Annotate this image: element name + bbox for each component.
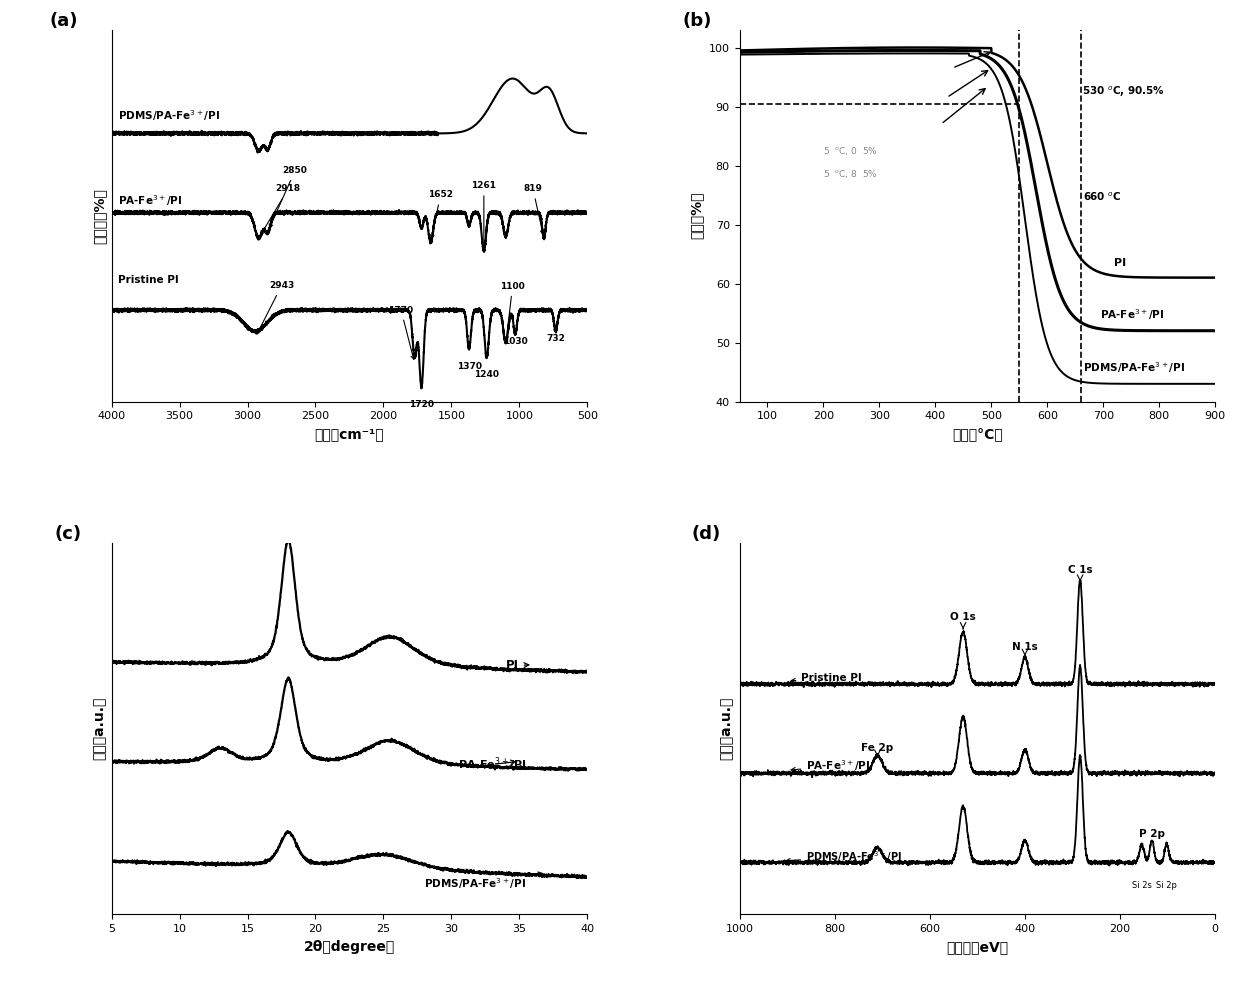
Y-axis label: 质量（%）: 质量（%）	[689, 192, 703, 240]
Y-axis label: 强度（a.u.）: 强度（a.u.）	[92, 697, 107, 760]
Text: 2918: 2918	[260, 184, 301, 235]
Text: Fe 2p: Fe 2p	[862, 743, 894, 752]
Text: 660 $^o$C: 660 $^o$C	[1083, 191, 1121, 203]
Text: C 1s: C 1s	[1068, 565, 1092, 575]
Text: N 1s: N 1s	[1012, 642, 1038, 652]
Text: 819: 819	[523, 184, 544, 235]
Text: 1261: 1261	[471, 181, 496, 247]
Text: 5  $^o$C, 0  5%: 5 $^o$C, 0 5%	[823, 145, 878, 157]
Text: O 1s: O 1s	[950, 612, 976, 622]
Text: PA-Fe$^{3+}$/PI: PA-Fe$^{3+}$/PI	[1100, 307, 1164, 322]
Text: 1720: 1720	[409, 401, 434, 410]
Text: 1370: 1370	[456, 362, 481, 371]
Text: (b): (b)	[682, 12, 712, 30]
Text: (d): (d)	[692, 525, 722, 543]
Y-axis label: 透过率（%）: 透过率（%）	[92, 188, 107, 244]
Text: PDMS/PA-Fe$^{3+}$/PI: PDMS/PA-Fe$^{3+}$/PI	[118, 107, 221, 122]
Text: PI: PI	[1115, 257, 1127, 267]
Text: PA-Fe$^{3+}$/PI: PA-Fe$^{3+}$/PI	[791, 758, 870, 773]
Text: PA-Fe$^{3+}$/PI: PA-Fe$^{3+}$/PI	[458, 755, 527, 773]
Text: P 2p: P 2p	[1138, 829, 1164, 839]
Text: (c): (c)	[55, 525, 82, 543]
X-axis label: 温度（°C）: 温度（°C）	[952, 426, 1003, 440]
Y-axis label: 强度（a.u.）: 强度（a.u.）	[720, 697, 734, 760]
Text: 1030: 1030	[503, 337, 528, 347]
Text: (a): (a)	[50, 12, 78, 30]
Text: 1770: 1770	[388, 305, 414, 359]
Text: 530 $^o$C, 90.5%: 530 $^o$C, 90.5%	[1083, 84, 1166, 98]
Text: PI: PI	[506, 659, 528, 672]
Text: 732: 732	[547, 334, 565, 343]
Text: Si 2s: Si 2s	[1132, 881, 1152, 890]
Text: Si 2p: Si 2p	[1156, 881, 1177, 890]
Text: 5  $^o$C, 8  5%: 5 $^o$C, 8 5%	[823, 168, 878, 180]
Text: PDMS/PA-Fe$^{3+}$/PI: PDMS/PA-Fe$^{3+}$/PI	[424, 872, 542, 891]
Text: Pristine PI: Pristine PI	[118, 274, 179, 284]
Text: 2943: 2943	[257, 281, 294, 334]
Text: PDMS/PA-Fe$^{3+}$/PI: PDMS/PA-Fe$^{3+}$/PI	[786, 849, 903, 864]
Text: Pristine PI: Pristine PI	[791, 673, 862, 683]
Text: 1652: 1652	[428, 191, 453, 239]
X-axis label: 波长（cm⁻¹）: 波长（cm⁻¹）	[315, 426, 384, 440]
Text: 1100: 1100	[500, 281, 525, 340]
X-axis label: 2θ（degree）: 2θ（degree）	[304, 939, 396, 954]
X-axis label: 结合能（eV）: 结合能（eV）	[946, 939, 1008, 954]
Text: PA-Fe$^{3+}$/PI: PA-Fe$^{3+}$/PI	[118, 193, 182, 208]
Text: PDMS/PA-Fe$^{3+}$/PI: PDMS/PA-Fe$^{3+}$/PI	[1083, 360, 1184, 375]
Text: 2850: 2850	[269, 166, 308, 228]
Text: 1240: 1240	[474, 371, 500, 380]
